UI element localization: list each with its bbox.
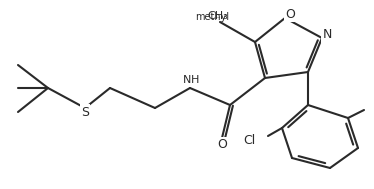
Text: N: N xyxy=(322,29,332,42)
Text: S: S xyxy=(81,105,89,119)
Text: N: N xyxy=(183,75,191,85)
Text: H: H xyxy=(191,75,199,85)
Text: Cl: Cl xyxy=(244,133,256,146)
Text: CH₃: CH₃ xyxy=(208,11,229,21)
Text: methyl: methyl xyxy=(216,17,221,18)
Text: O: O xyxy=(217,139,227,152)
Text: O: O xyxy=(285,8,295,20)
Text: methyl: methyl xyxy=(195,12,229,22)
